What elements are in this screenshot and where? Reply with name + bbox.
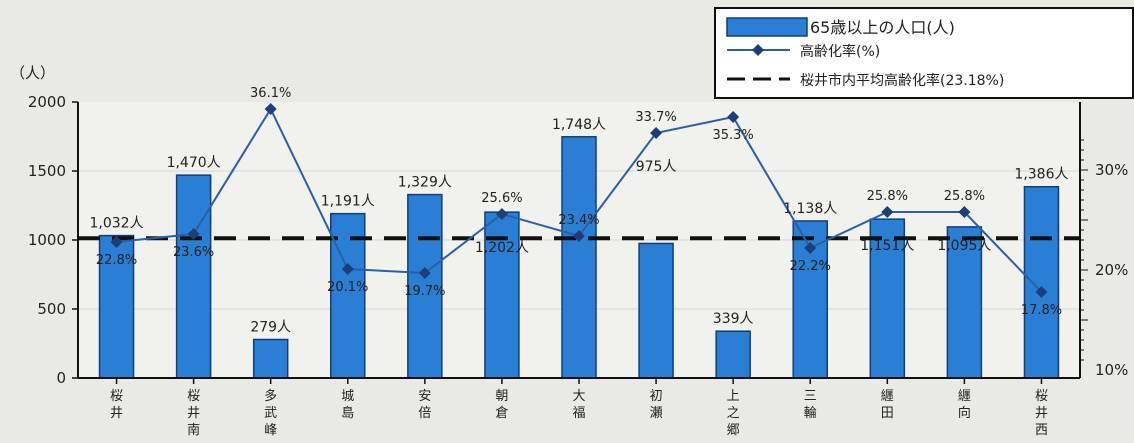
category-label: 大福: [572, 389, 585, 421]
bar-value-label: 339人: [713, 311, 754, 327]
legend-bar-swatch: [726, 17, 808, 37]
right-tick-label: 20%: [1095, 261, 1128, 279]
category-label: 桜井: [110, 389, 123, 421]
left-tick-label: 1500: [28, 162, 66, 180]
right-tick-label: 30%: [1095, 161, 1128, 179]
category-label: 朝倉: [495, 389, 508, 421]
rate-marker-10: [804, 242, 817, 254]
left-tick-label: 0: [56, 369, 66, 387]
rate-marker-11: [881, 206, 894, 218]
rate-value-label: 35.3%: [712, 128, 753, 143]
rate-marker-12: [958, 206, 971, 218]
bar-value-label: 1,470人: [167, 155, 221, 171]
bar-value-label: 1,191人: [321, 194, 375, 210]
bar-9: [715, 330, 751, 379]
legend-bar-label: 65歳以上の人口(人): [810, 18, 955, 37]
category-label: 纒向: [958, 389, 971, 421]
rate-value-label: 33.7%: [635, 110, 676, 125]
rate-marker-5: [418, 267, 431, 279]
rate-value-label: 22.8%: [96, 253, 137, 268]
rate-marker-8: [650, 127, 663, 139]
bar-value-label: 1,151人: [860, 238, 914, 254]
legend-marker-swatch: [752, 44, 764, 56]
category-label: 安倍: [418, 389, 431, 421]
rate-value-label: 25.8%: [944, 189, 985, 204]
bar-value-label: 1,329人: [398, 175, 452, 191]
category-label: 纒田: [881, 389, 894, 421]
category-label: 初瀬: [650, 389, 663, 421]
bar-8: [638, 242, 674, 379]
category-label: 三輪: [804, 389, 817, 421]
bar-value-label: 1,202人: [475, 240, 529, 256]
rate-marker-2: [187, 228, 200, 240]
rate-marker-13: [1035, 286, 1048, 298]
left-tick-label: 1000: [28, 231, 66, 249]
category-label: 桜井南: [187, 389, 200, 438]
bar-2: [175, 174, 212, 379]
legend-ref-label: 桜井市内平均高齢化率(23.18%): [800, 72, 1004, 89]
rate-value-label: 36.1%: [250, 86, 291, 101]
category-label: 桜井西: [1035, 389, 1048, 438]
left-tick-label: 2000: [28, 93, 66, 111]
rate-value-label: 20.1%: [327, 280, 368, 295]
rate-marker-4: [341, 263, 354, 275]
category-label: 城島: [341, 389, 354, 421]
bar-value-label: 1,386人: [1014, 167, 1068, 183]
bar-7: [561, 136, 597, 379]
right-tick-label: 10%: [1095, 361, 1128, 379]
rate-marker-3: [264, 103, 277, 115]
bar-value-label: 975人: [636, 159, 677, 175]
rate-marker-7: [573, 230, 585, 242]
bar-value-label: 1,138人: [783, 201, 837, 217]
rate-value-label: 25.8%: [867, 189, 908, 204]
category-label: 多武峰: [264, 388, 277, 438]
bar-value-label: 1,032人: [89, 216, 143, 232]
legend-line-label: 高齢化率(%): [800, 43, 880, 60]
bar-3: [252, 338, 289, 379]
bar-value-label: 279人: [250, 319, 291, 335]
left-tick-label: 500: [37, 300, 66, 318]
category-label: 上之郷: [727, 389, 740, 438]
bar-12: [946, 226, 983, 379]
bar-13: [1023, 185, 1060, 379]
left-axis-unit: （人）: [10, 64, 55, 82]
rate-value-label: 23.4%: [558, 213, 599, 228]
rate-marker-1: [110, 236, 123, 248]
bar-value-label: 1,748人: [552, 117, 606, 133]
rate-value-label: 19.7%: [404, 284, 445, 299]
bar-value-label: 1,095人: [937, 238, 991, 254]
rate-value-label: 23.6%: [173, 245, 214, 260]
rate-value-label: 17.8%: [1021, 303, 1062, 318]
rate-value-label: 22.2%: [790, 259, 831, 274]
rate-marker-6: [495, 208, 508, 220]
rate-value-label: 25.6%: [481, 191, 522, 206]
rate-marker-9: [727, 111, 740, 123]
bar-1: [98, 234, 135, 379]
